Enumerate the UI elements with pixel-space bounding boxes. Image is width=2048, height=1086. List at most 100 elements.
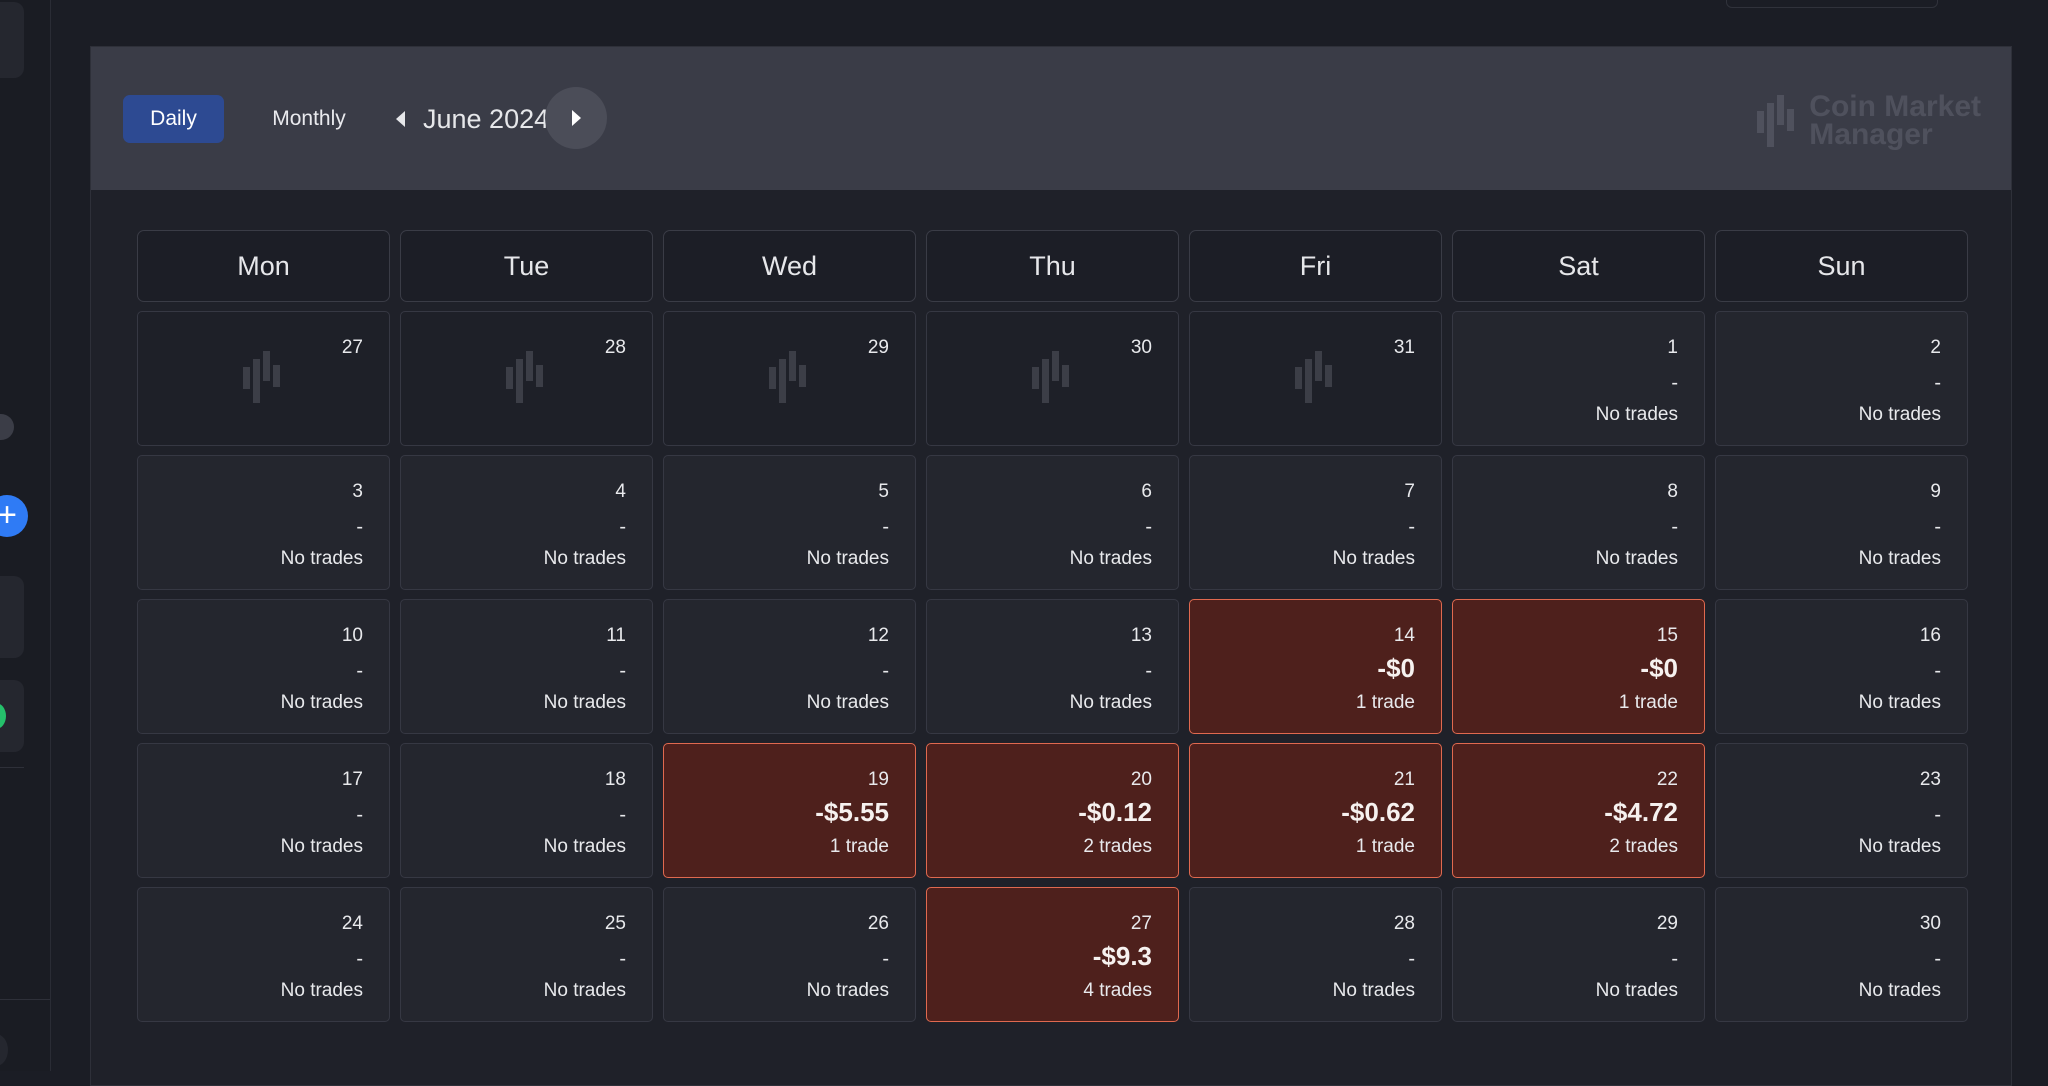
day-number: 18 [604,769,626,790]
calendar-day-cell[interactable]: 18 - No trades [400,743,653,878]
calendar-day-cell[interactable]: 4 - No trades [400,455,653,590]
sidebar-nav-item[interactable] [0,576,24,658]
calendar-day-cell-loss[interactable]: 22 -$4.72 2 trades [1452,743,1705,878]
day-trade-count: No trades [280,692,363,713]
calendar-day-cell[interactable]: 9 - No trades [1715,455,1968,590]
top-search-input[interactable] [1726,0,1938,8]
calendar-day-cell[interactable]: 30 - No trades [1715,887,1968,1022]
day-pnl-value: - [619,948,626,970]
day-number: 20 [1130,769,1152,790]
calendar-day-cell[interactable]: 6 - No trades [926,455,1179,590]
calendar-day-cell[interactable]: 25 - No trades [400,887,653,1022]
day-number: 11 [606,625,626,646]
logo-line-2: Manager [1809,118,1933,151]
sidebar-divider [0,999,50,1000]
day-trade-count: No trades [1595,404,1678,425]
calendar-day-cell[interactable]: 28 [400,311,653,446]
day-number: 21 [1393,769,1415,790]
next-month-button[interactable] [545,87,607,149]
day-number: 3 [352,481,363,502]
calendar-day-cell-loss[interactable]: 14 -$0 1 trade [1189,599,1442,734]
calendar-day-cell[interactable]: 31 [1189,311,1442,446]
day-trade-count: No trades [1858,548,1941,569]
day-number: 19 [867,769,889,790]
coin-market-logo-placeholder-icon [769,351,806,403]
prev-month-button[interactable] [376,95,424,143]
calendar-day-cell[interactable]: 13 - No trades [926,599,1179,734]
calendar-day-cell-loss[interactable]: 20 -$0.12 2 trades [926,743,1179,878]
month-label: June 2024 [423,103,550,134]
day-number: 22 [1656,769,1678,790]
calendar-day-cell-loss[interactable]: 19 -$5.55 1 trade [663,743,916,878]
sidebar-footer-item[interactable] [0,1034,8,1066]
day-pnl-value: - [356,948,363,970]
day-pnl-value: - [1934,660,1941,682]
coin-market-logo-placeholder-icon [506,351,543,403]
calendar-day-cell-loss[interactable]: 27 -$9.3 4 trades [926,887,1179,1022]
calendar-day-cell[interactable]: 16 - No trades [1715,599,1968,734]
calendar-day-cell[interactable]: 10 - No trades [137,599,390,734]
day-pnl-value: - [882,948,889,970]
day-pnl-value: - [1145,516,1152,538]
daily-toggle-button[interactable]: Daily [123,95,224,143]
day-number: 26 [867,913,889,934]
day-trade-count: 4 trades [1083,980,1152,1001]
calendar-day-cell[interactable]: 23 - No trades [1715,743,1968,878]
sidebar-nav-item[interactable] [0,2,24,78]
weekday-header: Fri [1189,230,1442,302]
calendar-day-cell-loss[interactable]: 15 -$0 1 trade [1452,599,1705,734]
day-pnl-value: -$0.62 [1341,797,1415,827]
day-pnl-value: -$5.55 [815,797,889,827]
day-number: 28 [604,337,626,358]
calendar-day-cell[interactable]: 11 - No trades [400,599,653,734]
day-trade-count: 1 trade [1355,836,1415,857]
day-pnl-value: - [1934,516,1941,538]
calendar-day-cell[interactable]: 26 - No trades [663,887,916,1022]
calendar-day-cell-loss[interactable]: 21 -$0.62 1 trade [1189,743,1442,878]
monthly-toggle-button[interactable]: Monthly [272,107,346,130]
day-number: 15 [1656,625,1678,646]
calendar-day-cell[interactable]: 27 [137,311,390,446]
calendar-day-cell[interactable]: 28 - No trades [1189,887,1442,1022]
calendar-day-cell[interactable]: 8 - No trades [1452,455,1705,590]
day-number: 29 [1656,913,1678,934]
day-pnl-value: - [356,660,363,682]
day-trade-count: No trades [1332,980,1415,1001]
day-number: 8 [1667,481,1678,502]
day-number: 6 [1141,481,1152,502]
day-number: 17 [341,769,363,790]
coin-market-logo-placeholder-icon [243,351,280,403]
calendar-day-cell[interactable]: 17 - No trades [137,743,390,878]
calendar-day-cell[interactable]: 24 - No trades [137,887,390,1022]
coin-market-manager-logo: Coin Market Manager [1755,91,1981,151]
day-trade-count: No trades [806,980,889,1001]
calendar-day-cell[interactable]: 29 [663,311,916,446]
coin-market-logo-placeholder-icon [1032,351,1069,403]
day-trade-count: No trades [280,836,363,857]
day-trade-count: No trades [1858,404,1941,425]
day-trade-count: No trades [806,548,889,569]
calendar-day-cell[interactable]: 29 - No trades [1452,887,1705,1022]
day-trade-count: No trades [1595,548,1678,569]
day-pnl-value: - [1934,372,1941,394]
day-pnl-value: -$0 [1377,653,1415,683]
weekday-header: Sun [1715,230,1968,302]
calendar-day-cell[interactable]: 12 - No trades [663,599,916,734]
day-pnl-value: - [356,804,363,826]
day-pnl-value: - [1408,948,1415,970]
day-pnl-value: - [619,516,626,538]
calendar-day-cell[interactable]: 1 - No trades [1452,311,1705,446]
calendar-day-cell[interactable]: 30 [926,311,1179,446]
day-pnl-value: -$0 [1640,653,1678,683]
add-icon[interactable]: + [0,495,28,537]
sidebar-toggle-dot[interactable] [0,414,14,440]
calendar-day-cell[interactable]: 5 - No trades [663,455,916,590]
calendar-day-cell[interactable]: 7 - No trades [1189,455,1442,590]
day-pnl-value: - [882,660,889,682]
calendar-day-cell[interactable]: 2 - No trades [1715,311,1968,446]
day-trade-count: No trades [1069,692,1152,713]
day-number: 29 [867,337,889,358]
day-number: 13 [1130,625,1152,646]
day-number: 10 [341,625,363,646]
calendar-day-cell[interactable]: 3 - No trades [137,455,390,590]
